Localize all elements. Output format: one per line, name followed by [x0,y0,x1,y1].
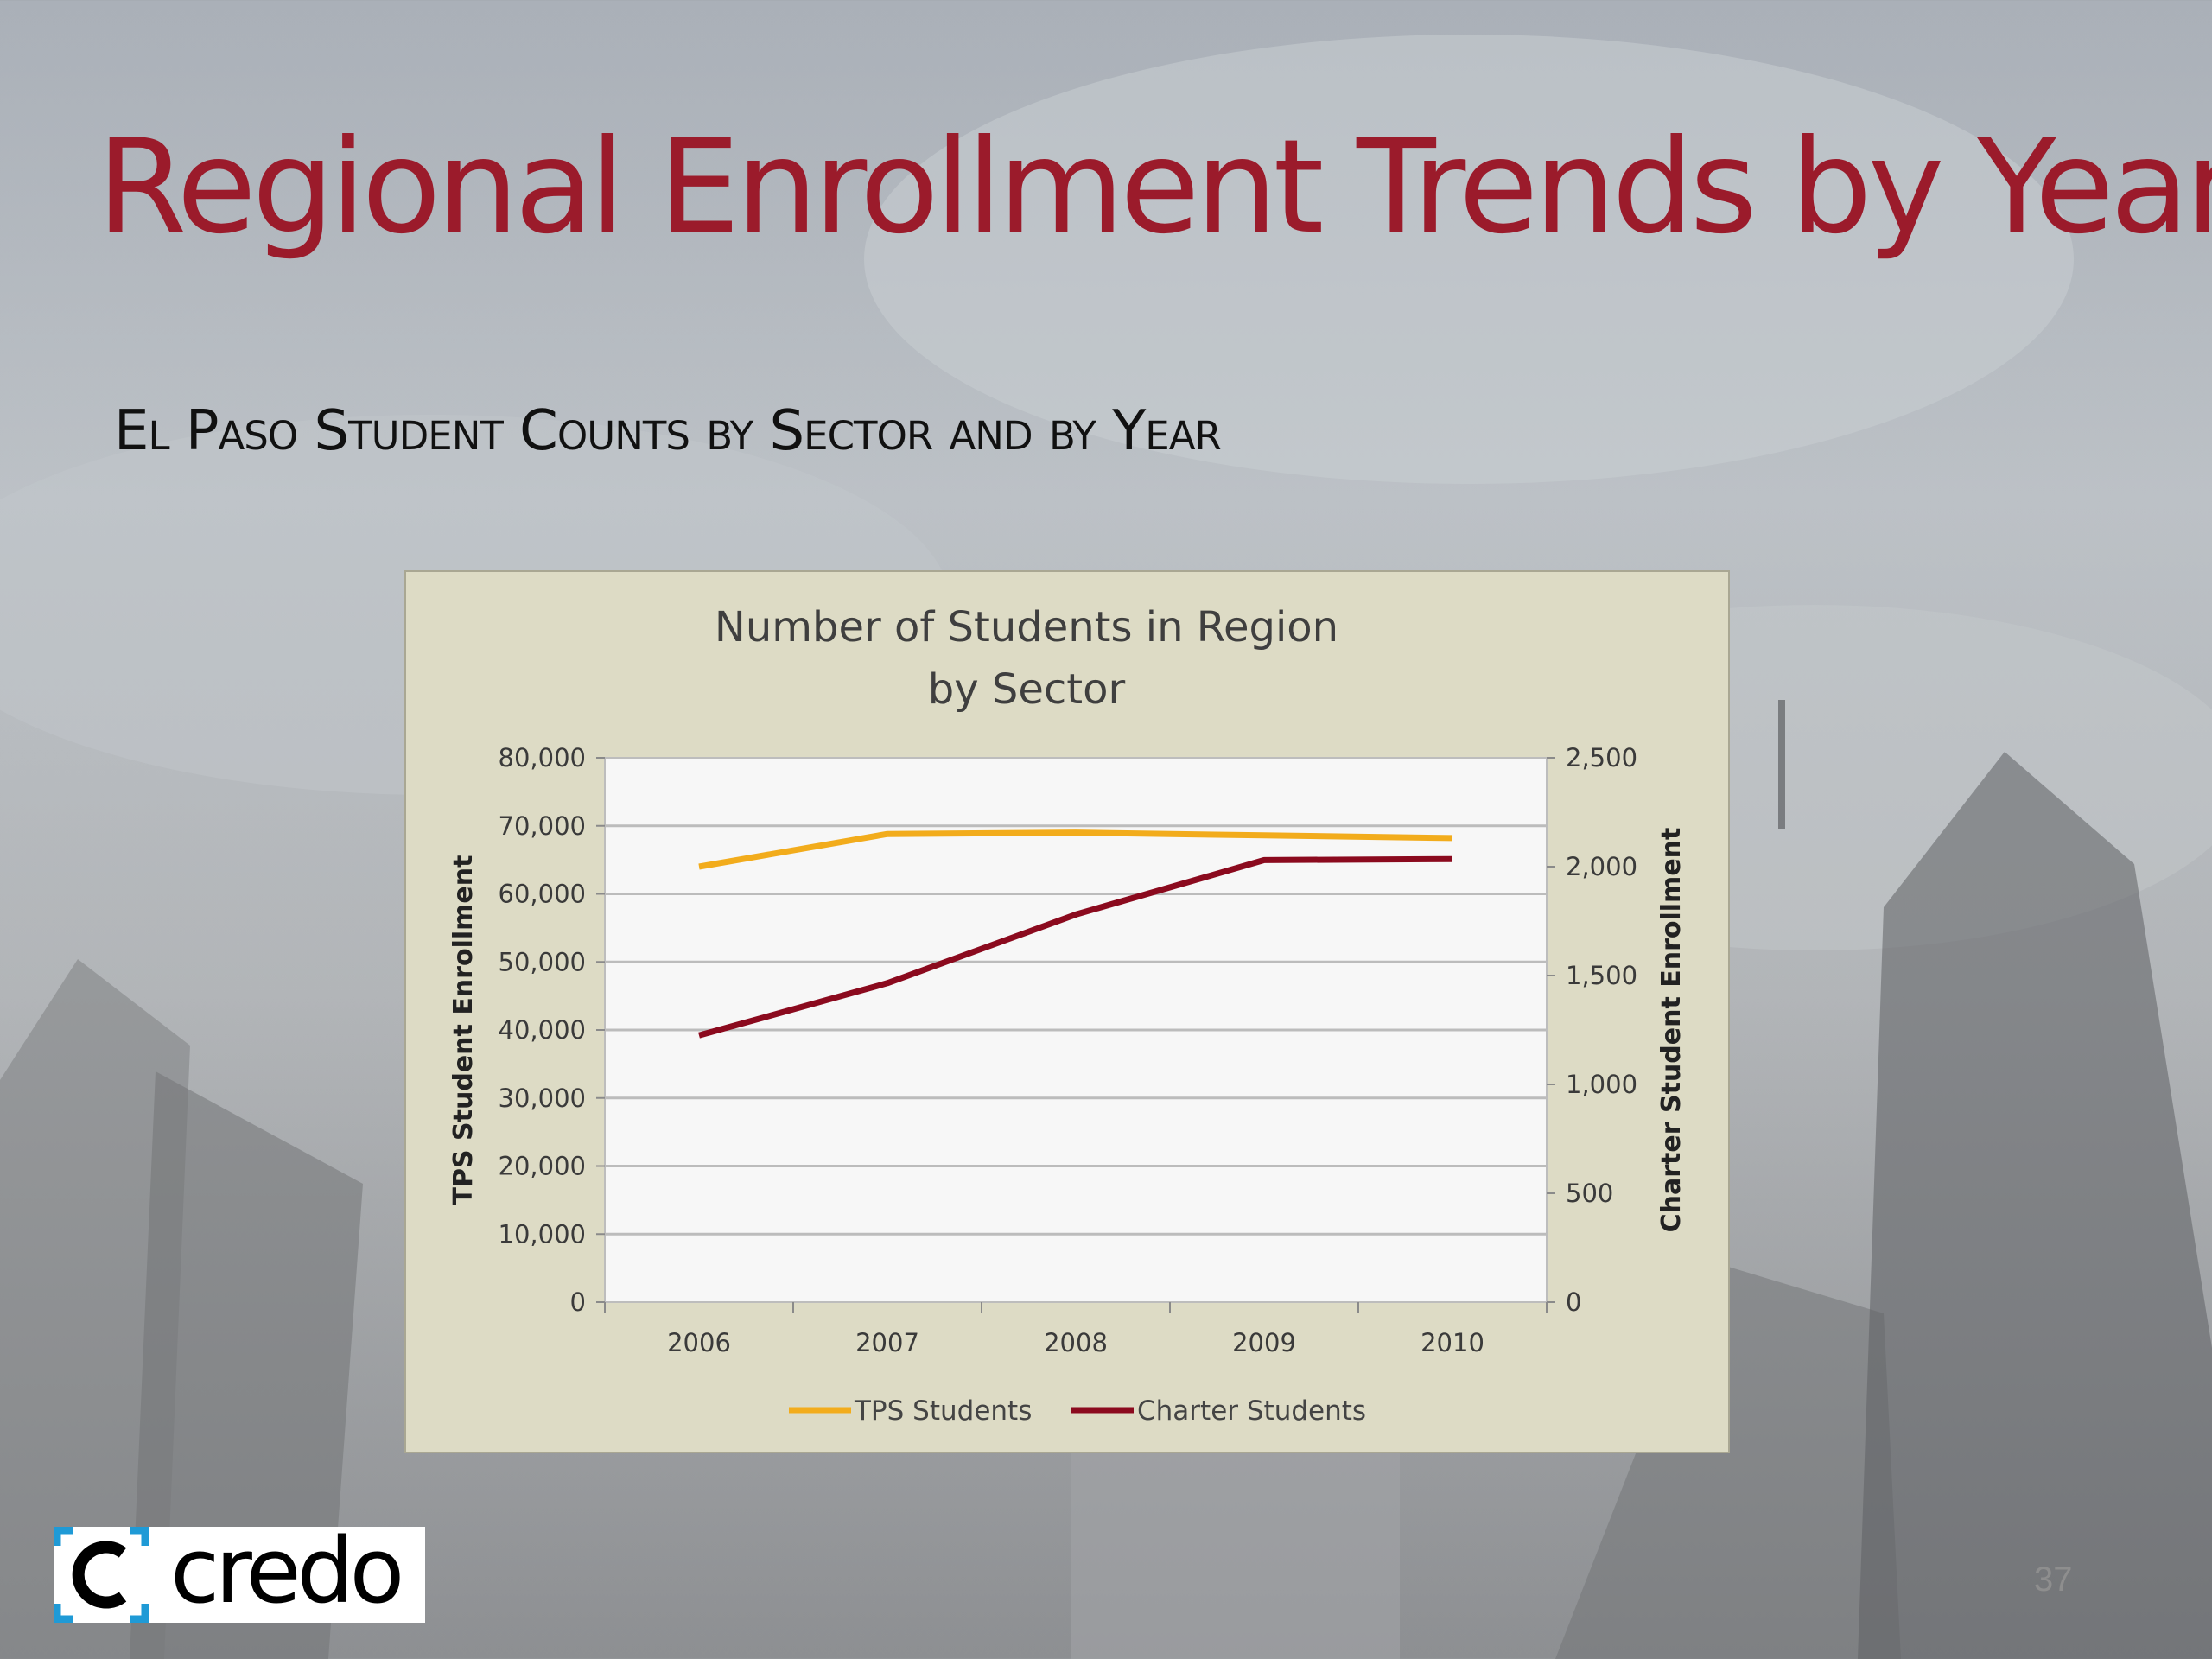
x-axis-tick-label: 2007 [855,1328,919,1357]
x-axis-tick-label: 2006 [667,1328,731,1357]
right-axis-tick-label: 1,000 [1566,1070,1637,1099]
left-axis-tick-label: 80,000 [499,743,586,772]
right-axis-tick-label: 1,500 [1566,961,1637,990]
page-number: 37 [2034,1560,2073,1599]
legend-label: Charter Students [1137,1395,1366,1427]
series-line-charter-students [698,855,1453,1039]
legend-label: TPS Students [854,1395,1032,1427]
left-axis-tick-label: 40,000 [499,1015,586,1045]
credo-logo: credo [54,1523,425,1623]
chart-title-line-2: by Sector [928,665,1126,714]
left-axis-tick-label: 70,000 [499,811,586,841]
left-axis-title: TPS Student Enrollment [448,855,479,1205]
chart-canvas: Number of Students in Region by Sector 0… [448,603,1687,1427]
right-axis-tick-label: 500 [1566,1179,1613,1208]
left-axis-tick-label: 50,000 [499,947,586,976]
x-axis-tick-label: 2010 [1421,1328,1484,1357]
enrollment-chart: Number of Students in Region by Sector 0… [404,570,1730,1453]
series-line-tps-students [698,830,1453,870]
right-axis-tick-label: 0 [1566,1287,1581,1317]
left-axis-tick-label: 0 [570,1287,586,1317]
credo-logo-mark [54,1527,149,1623]
right-axis-tick-label: 2,000 [1566,852,1637,881]
x-axis-tick-label: 2008 [1044,1328,1108,1357]
slide-subtitle: El Paso Student Counts by Sector and by … [114,399,1222,463]
right-axis-title: Charter Student Enrollment [1656,828,1687,1233]
right-axis-tick-label: 2,500 [1566,743,1637,772]
left-axis-tick-label: 10,000 [499,1219,586,1249]
left-axis-tick-label: 20,000 [499,1152,586,1181]
left-axis-tick-label: 60,000 [499,880,586,909]
chart-title-line-1: Number of Students in Region [715,603,1338,652]
left-axis-tick-label: 30,000 [499,1084,586,1113]
credo-wordmark: credo [170,1518,404,1624]
slide-title: Regional Enrollment Trends by Year [97,112,2212,263]
x-axis-tick-label: 2009 [1232,1328,1296,1357]
